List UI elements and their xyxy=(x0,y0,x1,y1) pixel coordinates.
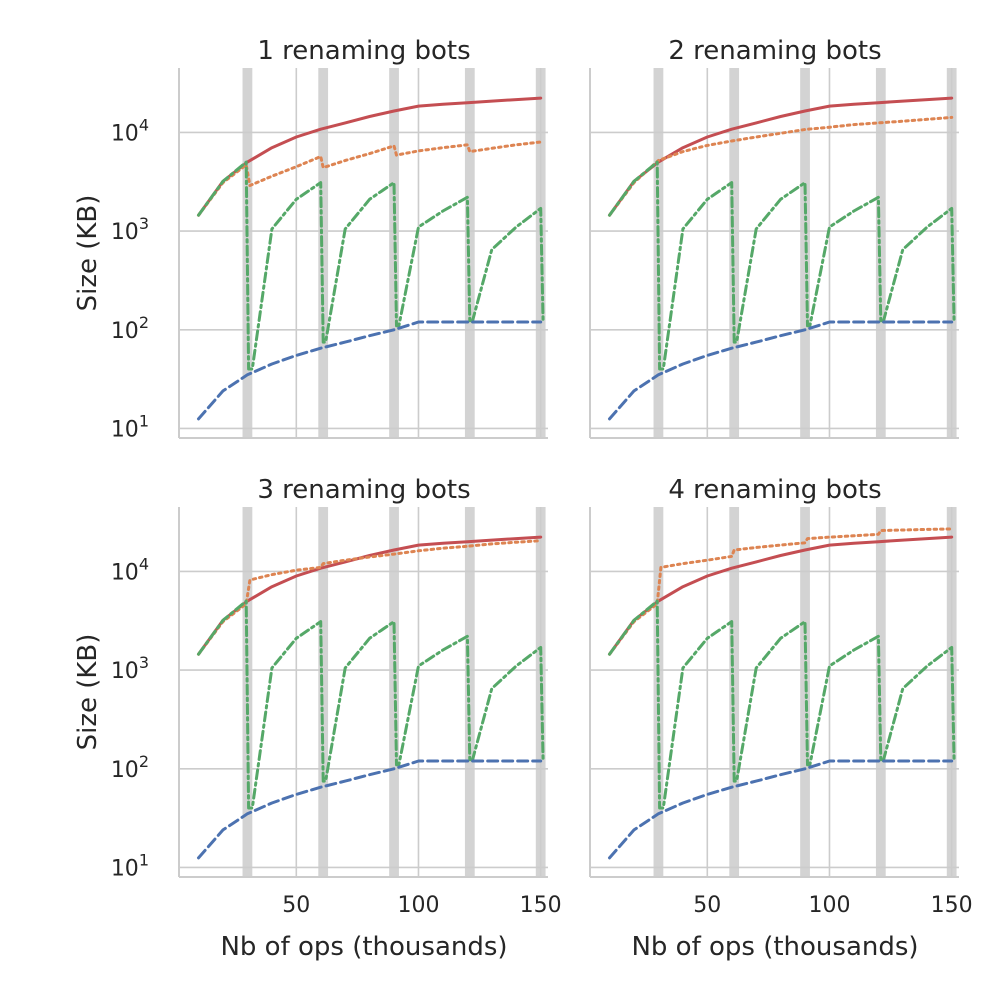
y-tick-label: 104 xyxy=(111,115,149,146)
series-line-dashdot xyxy=(197,599,545,810)
y-axis-label-bottom: Size (KB) xyxy=(73,634,103,751)
panel-title: 2 renaming bots xyxy=(668,36,881,66)
series-line-solid xyxy=(197,96,543,217)
panel-4-renaming-bots: 4 renaming bots 50 100 150 xyxy=(589,475,973,918)
y-tick-label: 102 xyxy=(111,313,149,344)
panel-title: 1 renaming bots xyxy=(257,36,470,66)
series-line-dashdot xyxy=(608,599,956,810)
panel-title: 3 renaming bots xyxy=(257,475,470,505)
panel-3-renaming-bots: 3 renaming bots 101 102 103 104 50 100 150 xyxy=(111,475,562,918)
operation-band xyxy=(800,507,810,877)
series-line-dotted xyxy=(608,527,954,656)
x-axis-label-right: Nb of ops (thousands) xyxy=(631,932,918,962)
series-line-dotted xyxy=(197,140,543,217)
x-tick-label: 100 xyxy=(808,893,850,918)
series-line-dashed xyxy=(608,320,954,421)
series-line-dashed xyxy=(608,759,954,860)
series-line-solid xyxy=(608,535,954,656)
operation-band xyxy=(318,507,329,877)
x-tick-label: 150 xyxy=(520,893,562,918)
x-tick-label: 50 xyxy=(693,893,721,918)
panel-1-renaming-bots: 1 renaming bots 101 102 103 104 xyxy=(111,36,548,442)
operation-band xyxy=(729,507,740,877)
series-line-dotted xyxy=(197,539,543,656)
series-line-dotted xyxy=(608,115,954,217)
series-line-dashed xyxy=(197,320,543,421)
y-tick-label: 103 xyxy=(111,653,149,684)
x-tick-label: 150 xyxy=(931,893,973,918)
y-tick-label: 103 xyxy=(111,214,149,245)
panel-title: 4 renaming bots xyxy=(668,475,881,505)
x-tick-label: 50 xyxy=(282,893,310,918)
y-tick-label: 104 xyxy=(111,554,149,585)
series-line-dashed xyxy=(197,759,543,860)
series-line-dashdot xyxy=(197,160,545,371)
operation-band xyxy=(389,507,399,877)
x-axis-label-left: Nb of ops (thousands) xyxy=(220,932,507,962)
series-line-solid xyxy=(608,96,954,217)
operation-band xyxy=(729,68,740,438)
panel-2-renaming-bots: 2 renaming bots xyxy=(589,36,959,439)
y-tick-label: 101 xyxy=(111,411,149,442)
y-axis-label-top: Size (KB) xyxy=(73,195,103,312)
y-tick-label: 101 xyxy=(111,850,149,881)
y-tick-label: 102 xyxy=(111,752,149,783)
series-line-solid xyxy=(197,535,543,656)
operation-band xyxy=(389,68,399,438)
operation-band xyxy=(800,68,810,438)
operation-band xyxy=(318,68,329,438)
series-line-dashdot xyxy=(608,160,956,371)
x-tick-label: 100 xyxy=(397,893,439,918)
